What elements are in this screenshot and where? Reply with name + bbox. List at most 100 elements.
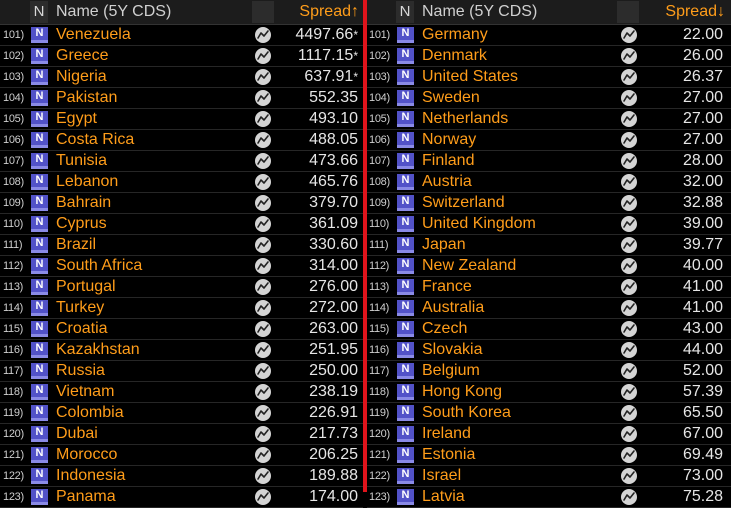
table-row[interactable]: 109) N Switzerland 32.88 xyxy=(367,193,731,214)
table-row[interactable]: 103) N United States 26.37 xyxy=(367,67,731,88)
table-row[interactable]: 115) N Czech 43.00 xyxy=(367,319,731,340)
news-icon[interactable]: N xyxy=(397,174,414,190)
news-icon[interactable]: N xyxy=(397,384,414,400)
chart-icon[interactable] xyxy=(621,48,637,64)
news-icon[interactable]: N xyxy=(31,27,48,43)
news-icon[interactable]: N xyxy=(397,321,414,337)
country-name[interactable]: Latvia xyxy=(422,488,465,505)
news-column-header[interactable]: N xyxy=(30,1,48,23)
table-row[interactable]: 102) N Greece 1117.15* xyxy=(0,46,363,67)
table-row[interactable]: 103) N Nigeria 637.91* xyxy=(0,67,363,88)
news-icon[interactable]: N xyxy=(31,216,48,232)
country-name[interactable]: Tunisia xyxy=(56,152,107,169)
table-row[interactable]: 105) N Egypt 493.10 xyxy=(0,109,363,130)
country-name[interactable]: United States xyxy=(422,68,519,85)
chart-icon[interactable] xyxy=(621,384,637,400)
chart-icon[interactable] xyxy=(255,111,271,127)
country-name[interactable]: Austria xyxy=(422,173,472,190)
country-name[interactable]: Finland xyxy=(422,152,475,169)
chart-icon[interactable] xyxy=(621,111,637,127)
chart-icon[interactable] xyxy=(255,363,271,379)
country-name[interactable]: Japan xyxy=(422,236,466,253)
country-name[interactable]: New Zealand xyxy=(422,257,517,274)
chart-icon[interactable] xyxy=(255,69,271,85)
chart-icon[interactable] xyxy=(255,279,271,295)
chart-icon[interactable] xyxy=(621,216,637,232)
table-row[interactable]: 101) N Venezuela 4497.66* xyxy=(0,25,363,46)
news-icon[interactable]: N xyxy=(397,447,414,463)
country-name[interactable]: Hong Kong xyxy=(422,383,503,400)
table-row[interactable]: 113) N France 41.00 xyxy=(367,277,731,298)
chart-icon[interactable] xyxy=(621,363,637,379)
chart-icon[interactable] xyxy=(621,69,637,85)
country-name[interactable]: Brazil xyxy=(56,236,97,253)
chart-icon[interactable] xyxy=(255,195,271,211)
chart-icon[interactable] xyxy=(255,342,271,358)
table-row[interactable]: 112) N South Africa 314.00 xyxy=(0,256,363,277)
news-icon[interactable]: N xyxy=(31,405,48,421)
chart-icon[interactable] xyxy=(621,174,637,190)
table-row[interactable]: 123) N Panama 174.00 xyxy=(0,487,363,508)
table-row[interactable]: 109) N Bahrain 379.70 xyxy=(0,193,363,214)
table-row[interactable]: 111) N Brazil 330.60 xyxy=(0,235,363,256)
news-icon[interactable]: N xyxy=(397,132,414,148)
news-icon[interactable]: N xyxy=(31,489,48,505)
table-row[interactable]: 114) N Australia 41.00 xyxy=(367,298,731,319)
country-name[interactable]: Ireland xyxy=(422,425,471,442)
news-icon[interactable]: N xyxy=(397,300,414,316)
news-icon[interactable]: N xyxy=(397,258,414,274)
country-name[interactable]: Turkey xyxy=(56,299,105,316)
news-icon[interactable]: N xyxy=(31,363,48,379)
chart-icon[interactable] xyxy=(255,405,271,421)
news-icon[interactable]: N xyxy=(31,195,48,211)
table-row[interactable]: 110) N United Kingdom 39.00 xyxy=(367,214,731,235)
spread-column-header[interactable]: Spread↑ xyxy=(299,3,359,20)
news-icon[interactable]: N xyxy=(397,426,414,442)
country-name[interactable]: Russia xyxy=(56,362,105,379)
country-name[interactable]: Egypt xyxy=(56,110,97,127)
news-icon[interactable]: N xyxy=(31,69,48,85)
chart-icon[interactable] xyxy=(255,48,271,64)
news-icon[interactable]: N xyxy=(397,237,414,253)
table-row[interactable]: 107) N Finland 28.00 xyxy=(367,151,731,172)
news-icon[interactable]: N xyxy=(31,321,48,337)
table-row[interactable]: 121) N Estonia 69.49 xyxy=(367,445,731,466)
table-row[interactable]: 121) N Morocco 206.25 xyxy=(0,445,363,466)
country-name[interactable]: Germany xyxy=(422,26,488,43)
news-icon[interactable]: N xyxy=(31,258,48,274)
country-name[interactable]: Sweden xyxy=(422,89,480,106)
news-icon[interactable]: N xyxy=(31,447,48,463)
news-icon[interactable]: N xyxy=(31,342,48,358)
chart-icon[interactable] xyxy=(255,132,271,148)
country-name[interactable]: Dubai xyxy=(56,425,98,442)
country-name[interactable]: Panama xyxy=(56,488,116,505)
table-row[interactable]: 106) N Costa Rica 488.05 xyxy=(0,130,363,151)
table-row[interactable]: 102) N Denmark 26.00 xyxy=(367,46,731,67)
table-row[interactable]: 106) N Norway 27.00 xyxy=(367,130,731,151)
country-name[interactable]: France xyxy=(422,278,472,295)
chart-icon[interactable] xyxy=(621,195,637,211)
country-name[interactable]: Venezuela xyxy=(56,26,131,43)
chart-icon[interactable] xyxy=(621,132,637,148)
country-name[interactable]: Norway xyxy=(422,131,477,148)
table-row[interactable]: 120) N Ireland 67.00 xyxy=(367,424,731,445)
table-row[interactable]: 116) N Kazakhstan 251.95 xyxy=(0,340,363,361)
news-icon[interactable]: N xyxy=(31,174,48,190)
news-icon[interactable]: N xyxy=(397,27,414,43)
chart-icon[interactable] xyxy=(255,258,271,274)
chart-icon[interactable] xyxy=(255,447,271,463)
news-icon[interactable]: N xyxy=(397,405,414,421)
country-name[interactable]: Israel xyxy=(422,467,462,484)
chart-icon[interactable] xyxy=(621,90,637,106)
chart-icon[interactable] xyxy=(255,216,271,232)
chart-icon[interactable] xyxy=(621,342,637,358)
chart-icon[interactable] xyxy=(621,468,637,484)
country-name[interactable]: Colombia xyxy=(56,404,124,421)
table-row[interactable]: 104) N Sweden 27.00 xyxy=(367,88,731,109)
chart-icon[interactable] xyxy=(255,468,271,484)
table-row[interactable]: 101) N Germany 22.00 xyxy=(367,25,731,46)
country-name[interactable]: Costa Rica xyxy=(56,131,135,148)
chart-icon[interactable] xyxy=(255,153,271,169)
news-column-header[interactable]: N xyxy=(396,1,414,23)
table-row[interactable]: 110) N Cyprus 361.09 xyxy=(0,214,363,235)
